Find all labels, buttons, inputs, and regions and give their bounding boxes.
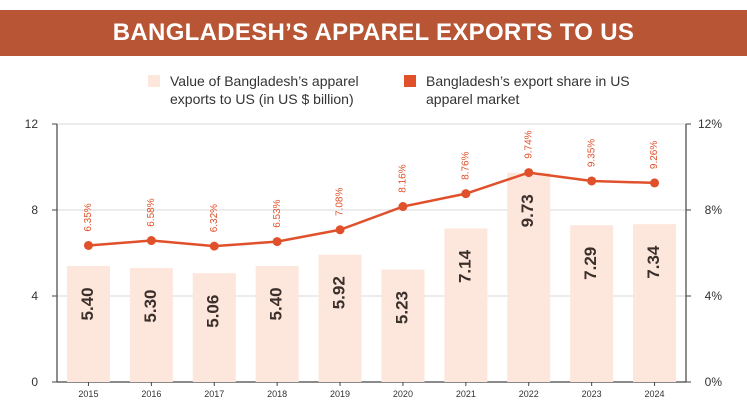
bar [129,268,173,382]
bar-value-label: 7.34 [644,245,663,279]
bar [318,254,362,382]
x-tick-label: 2024 [645,389,665,399]
share-value-label: 6.53% [272,199,283,227]
bar-value-label: 5.06 [204,295,223,328]
share-value-label: 9.74% [523,130,534,158]
x-tick-label: 2020 [393,389,413,399]
share-point [146,236,156,246]
share-value-label: 9.26% [649,141,660,169]
legend-item-line: Bangladesh’s export share in US apparel … [404,72,636,108]
y-tick-label-right: 8% [705,203,723,217]
x-tick-label: 2018 [267,389,287,399]
x-tick-label: 2023 [582,389,602,399]
bar-value-label: 5.40 [267,287,286,320]
bar [444,228,488,382]
bar [255,265,299,382]
legend-swatch-line [404,75,416,87]
bar [66,265,110,382]
x-tick-label: 2017 [204,389,224,399]
legend-swatch-bar [148,75,160,87]
x-tick-label: 2021 [456,389,476,399]
share-value-label: 7.08% [335,187,346,215]
bar-value-label: 5.40 [78,287,97,320]
y-tick-label-right: 0% [705,375,723,389]
share-value-label: 8.16% [398,164,409,192]
share-point [83,240,93,250]
bar [192,273,236,382]
bar-value-label: 7.29 [581,247,600,280]
y-tick-label-left: 4 [31,289,38,303]
y-tick-label-left: 8 [31,203,38,217]
share-value-label: 6.58% [146,198,157,226]
bar [570,225,614,382]
share-point [587,176,597,186]
x-tick-label: 2015 [78,389,98,399]
share-point [650,178,660,188]
share-point [335,225,345,235]
chart-title: BANGLADESH’S APPAREL EXPORTS TO US [0,10,747,56]
share-point [209,241,219,251]
bar-value-label: 5.92 [330,276,349,309]
y-tick-label-right: 4% [705,289,723,303]
bar-value-label: 9.73 [518,194,537,227]
share-point [524,168,534,178]
bar-value-label: 5.30 [141,290,160,323]
bar [507,172,551,382]
x-tick-label: 2019 [330,389,350,399]
share-point [461,189,471,199]
legend-label-line: Bangladesh’s export share in US apparel … [426,73,630,107]
share-value-label: 6.35% [83,203,94,231]
share-point [398,202,408,212]
bar [633,224,677,382]
share-point [272,237,282,247]
x-tick-label: 2022 [519,389,539,399]
legend-item-bar: Value of Bangladesh’s apparel exports to… [148,72,380,108]
share-value-label: 6.32% [209,204,220,232]
share-value-label: 8.76% [460,151,471,179]
y-tick-label-left: 0 [31,375,38,389]
bar-value-label: 5.23 [392,291,411,324]
x-tick-label: 2016 [141,389,161,399]
bar [381,269,425,382]
bar-value-label: 7.14 [455,249,474,283]
legend: Value of Bangladesh’s apparel exports to… [0,72,747,112]
legend-label-bar: Value of Bangladesh’s apparel exports to… [170,73,359,107]
y-tick-label-left: 12 [25,117,39,131]
y-tick-label-right: 12% [698,117,722,131]
share-value-label: 9.35% [586,139,597,167]
share-line [88,171,655,248]
